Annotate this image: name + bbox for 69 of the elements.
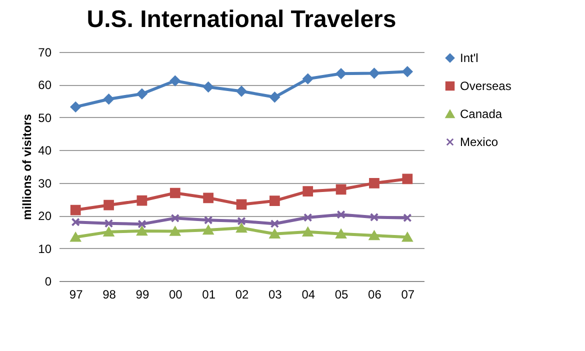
point	[403, 214, 412, 222]
point	[136, 226, 148, 236]
point	[170, 226, 180, 236]
point	[204, 216, 213, 224]
x-tick-label: 06	[368, 288, 382, 302]
x-tick-label: 07	[401, 288, 415, 302]
point	[236, 223, 247, 233]
point	[302, 74, 314, 84]
point	[71, 218, 80, 226]
point	[270, 219, 280, 228]
point	[136, 195, 148, 206]
point	[304, 213, 312, 222]
point	[138, 220, 146, 228]
point	[402, 174, 413, 184]
legend-label: Mexico	[460, 135, 498, 149]
x-tick-label: 05	[334, 288, 349, 302]
x-tick-label: 01	[202, 288, 216, 302]
x-tick-label: 99	[136, 288, 150, 302]
point	[104, 227, 114, 237]
y-tick-label: 10	[38, 242, 52, 256]
point	[170, 76, 180, 86]
point	[136, 88, 148, 100]
y-tick-label: 30	[38, 176, 52, 190]
chart-title: U.S. International Travelers	[86, 6, 396, 33]
point	[402, 232, 413, 242]
point	[236, 86, 247, 96]
point	[302, 227, 314, 237]
x-tick-label: 04	[302, 288, 316, 302]
point	[203, 225, 214, 235]
x-tick-label: 97	[69, 288, 84, 302]
legend-label: Overseas	[460, 79, 512, 93]
y-tick-label: 40	[38, 144, 52, 158]
point	[336, 68, 346, 79]
legend-label: Canada	[460, 107, 502, 121]
point	[104, 219, 114, 228]
point	[369, 230, 380, 240]
point	[270, 229, 280, 239]
legend-label: Int'l	[460, 51, 478, 65]
point	[104, 200, 114, 210]
point	[70, 232, 81, 242]
x-tick-label: 03	[268, 288, 282, 302]
point	[104, 94, 114, 104]
point	[170, 188, 180, 198]
point	[70, 204, 81, 216]
y-tick-label: 50	[38, 110, 52, 125]
y-tick-label: 70	[38, 46, 52, 60]
point	[170, 214, 180, 223]
point	[270, 92, 280, 102]
x-tick-label: 98	[102, 288, 116, 302]
point	[370, 212, 379, 222]
point	[237, 216, 246, 226]
point	[369, 178, 380, 188]
point	[336, 229, 346, 239]
point	[203, 192, 214, 204]
y-tick-label: 20	[38, 209, 52, 224]
x-tick-label: 02	[235, 288, 249, 302]
point	[302, 186, 314, 197]
x-tick-label: 00	[168, 288, 183, 302]
y-tick-label: 0	[44, 274, 52, 288]
point	[270, 196, 280, 206]
point	[402, 66, 413, 77]
point	[336, 184, 346, 195]
point	[336, 210, 346, 219]
y-axis-title: millions of visitors	[20, 114, 34, 220]
point	[236, 199, 247, 210]
point	[369, 68, 380, 78]
point	[70, 102, 81, 112]
point	[203, 82, 214, 92]
y-tick-label: 60	[38, 78, 52, 92]
